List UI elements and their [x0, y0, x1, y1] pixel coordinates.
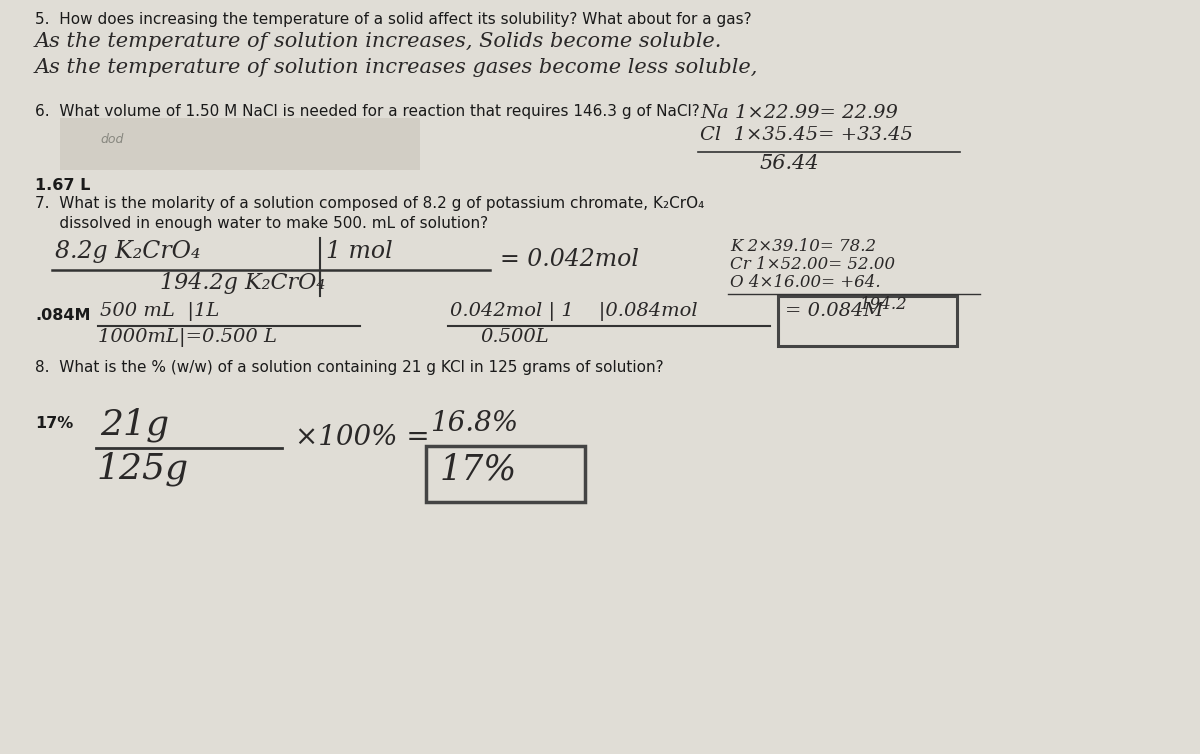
Text: .084M: .084M — [35, 308, 90, 323]
Text: Cl  1×35.45= +33.45: Cl 1×35.45= +33.45 — [700, 126, 913, 144]
Text: 8.2g K₂CrO₄: 8.2g K₂CrO₄ — [55, 240, 200, 263]
Text: 21g: 21g — [100, 408, 169, 443]
FancyBboxPatch shape — [60, 118, 420, 170]
Text: 1000mL|=0.500 L: 1000mL|=0.500 L — [98, 328, 277, 347]
Text: 0.500L: 0.500L — [480, 328, 548, 346]
Text: 1.67 L: 1.67 L — [35, 178, 90, 193]
FancyBboxPatch shape — [778, 296, 958, 346]
Text: dod: dod — [100, 133, 124, 146]
Text: 0.042mol | 1    |0.084mol: 0.042mol | 1 |0.084mol — [450, 302, 697, 321]
Text: 500 mL  |1L: 500 mL |1L — [100, 302, 220, 321]
Text: 6.  What volume of 1.50 M NaCl is needed for a reaction that requires 146.3 g of: 6. What volume of 1.50 M NaCl is needed … — [35, 104, 700, 119]
Text: Na 1×22.99= 22.99: Na 1×22.99= 22.99 — [700, 104, 898, 122]
Text: 194.2: 194.2 — [860, 296, 907, 313]
Text: 7.  What is the molarity of a solution composed of 8.2 g of potassium chromate, : 7. What is the molarity of a solution co… — [35, 196, 704, 211]
Text: dissolved in enough water to make 500. mL of solution?: dissolved in enough water to make 500. m… — [35, 216, 488, 231]
Text: ×100% =: ×100% = — [295, 424, 430, 451]
Text: 5.  How does increasing the temperature of a solid affect its solubility? What a: 5. How does increasing the temperature o… — [35, 12, 751, 27]
Text: 194.2g K₂CrO₄: 194.2g K₂CrO₄ — [160, 272, 325, 294]
Text: O 4×16.00= +64.: O 4×16.00= +64. — [730, 274, 881, 291]
Text: 1 mol: 1 mol — [326, 240, 392, 263]
Text: As the temperature of solution increases, Solids become soluble.: As the temperature of solution increases… — [35, 32, 722, 51]
Text: 8.  What is the % (w/w) of a solution containing 21 g KCl in 125 grams of soluti: 8. What is the % (w/w) of a solution con… — [35, 360, 664, 375]
Text: 16.8%: 16.8% — [430, 410, 518, 437]
FancyBboxPatch shape — [426, 446, 586, 502]
Text: Cr 1×52.00= 52.00: Cr 1×52.00= 52.00 — [730, 256, 895, 273]
Text: = 0.042mol: = 0.042mol — [500, 248, 638, 271]
Text: = 0.084M: = 0.084M — [785, 302, 883, 320]
Text: 17%: 17% — [440, 452, 517, 486]
Text: 56.44: 56.44 — [760, 154, 820, 173]
Text: As the temperature of solution increases gases become less soluble,: As the temperature of solution increases… — [35, 58, 758, 77]
Text: K 2×39.10= 78.2: K 2×39.10= 78.2 — [730, 238, 876, 255]
Text: 125g: 125g — [96, 452, 188, 486]
Text: 17%: 17% — [35, 416, 73, 431]
